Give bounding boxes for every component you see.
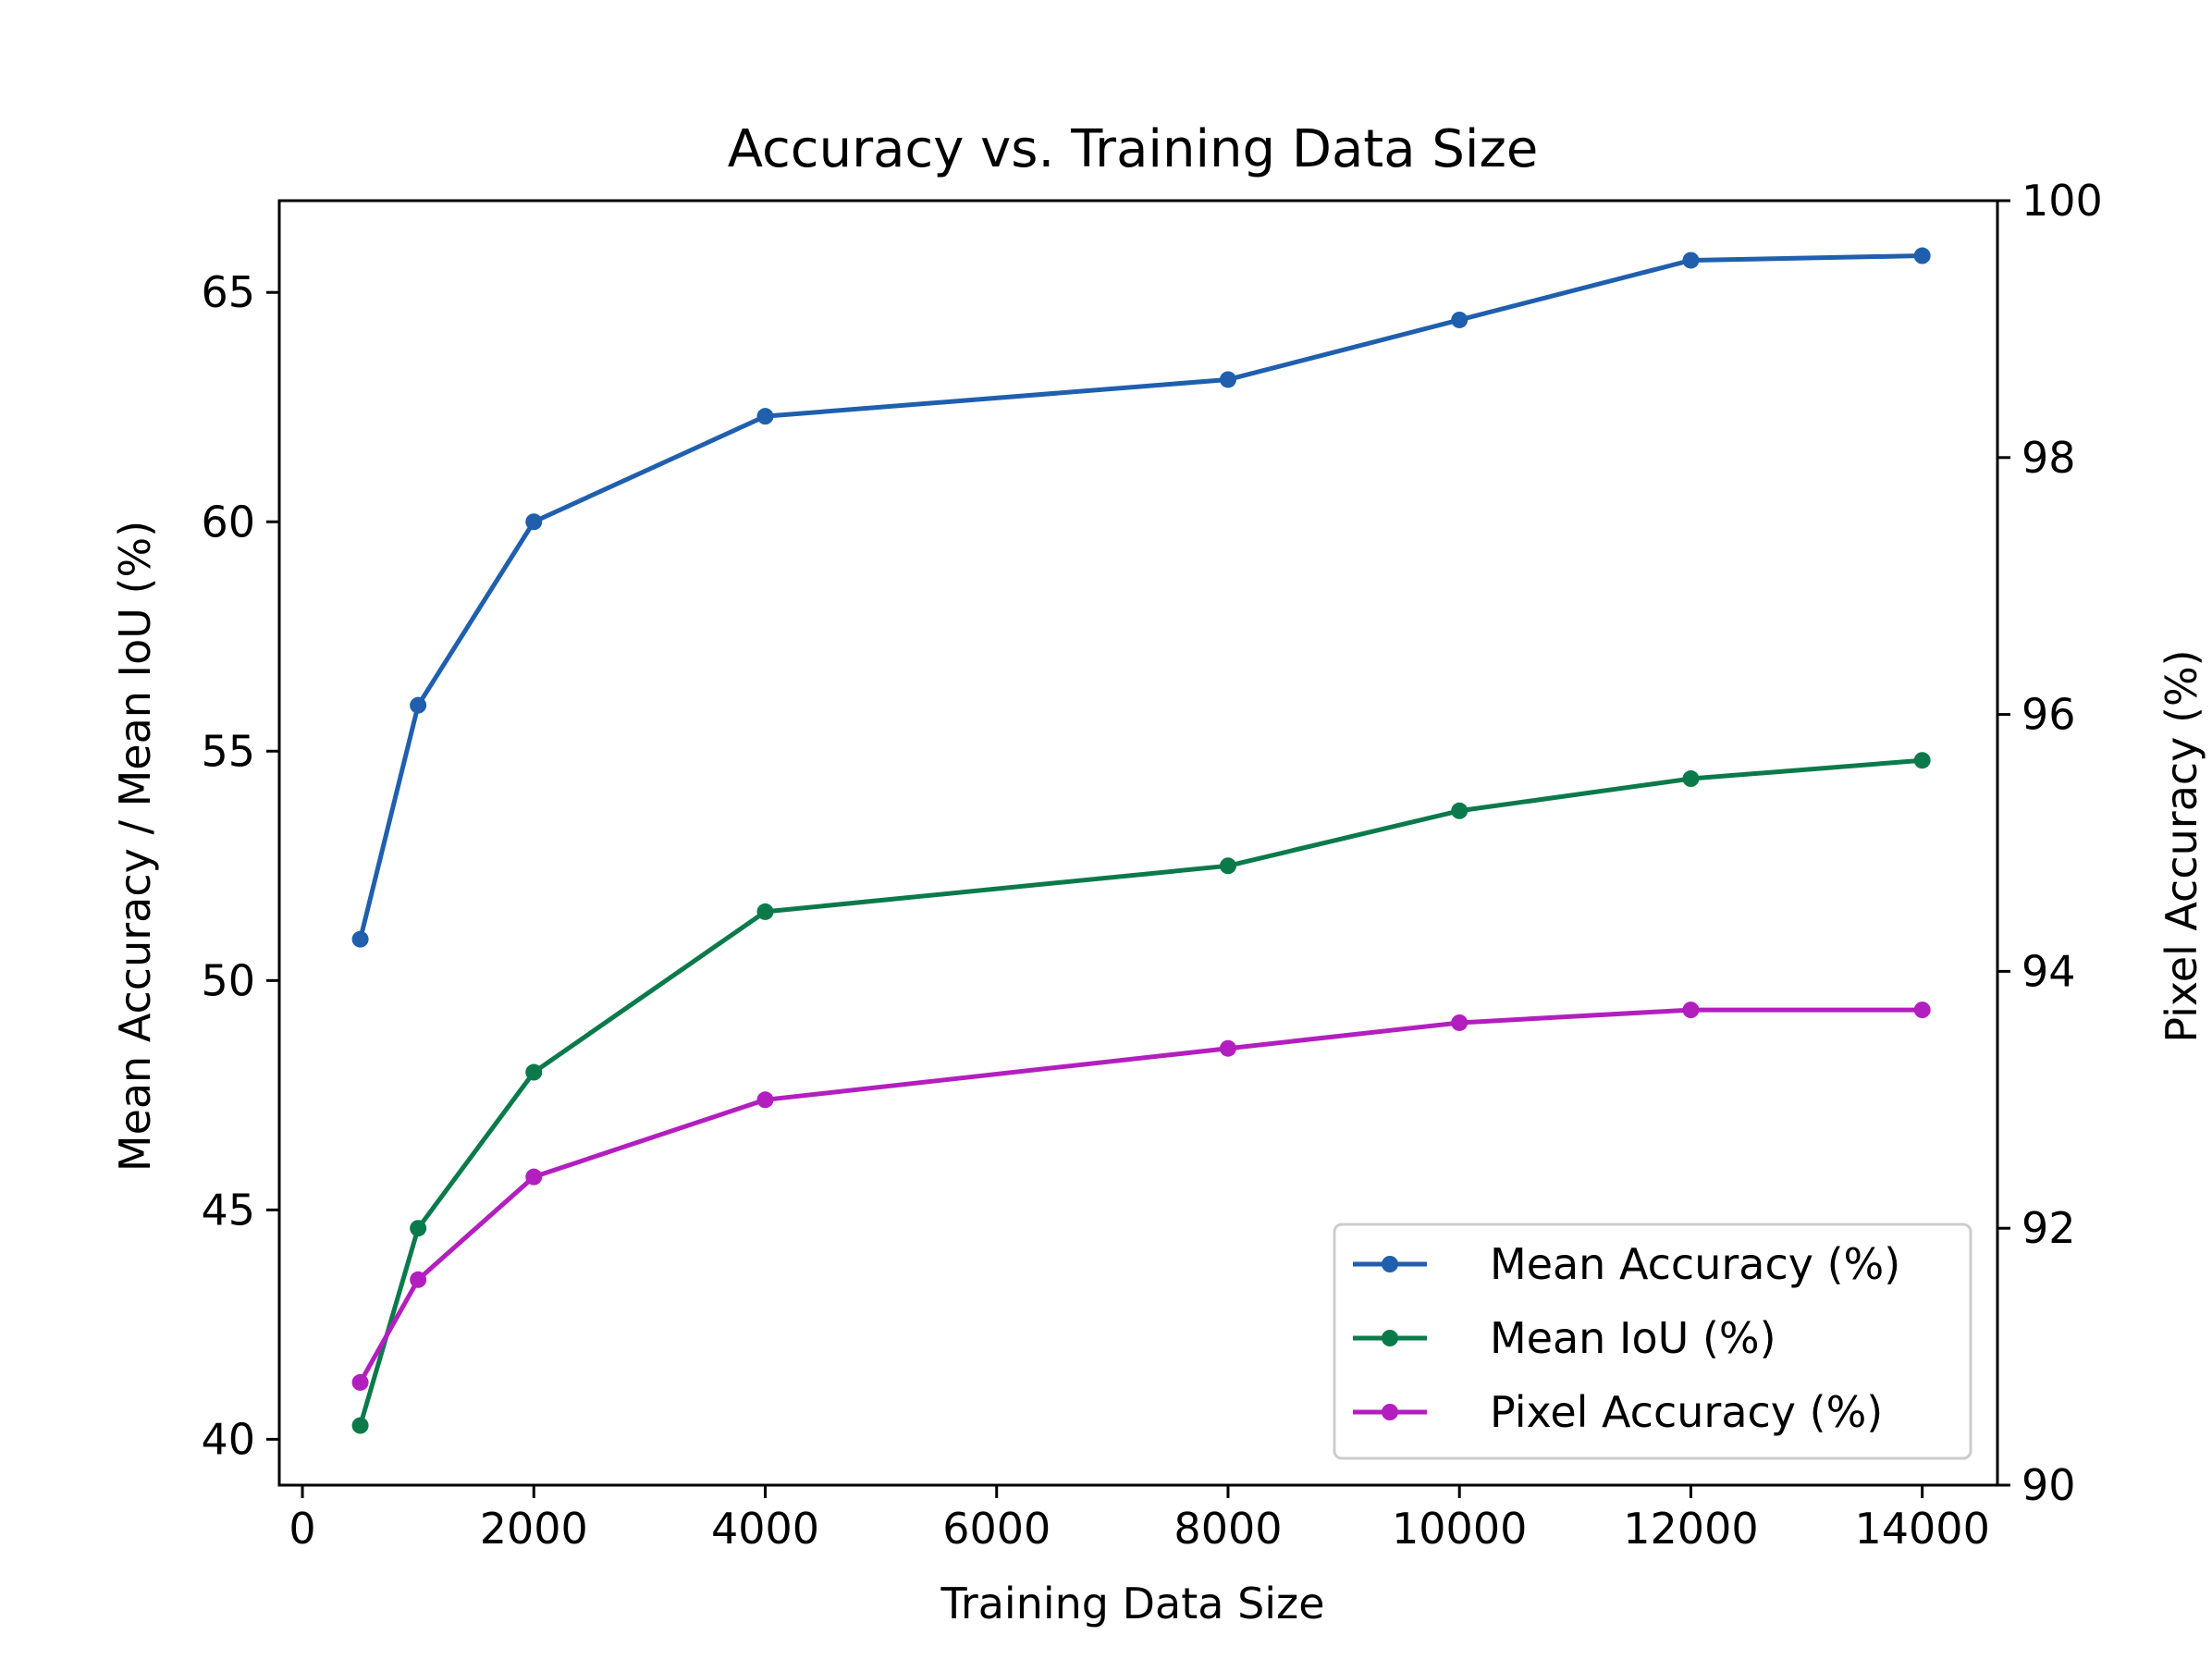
y-tick-label: 45 [201,1185,255,1235]
y2-tick-label: 98 [2022,433,2076,483]
data-point-mean-iou [1219,857,1236,875]
data-point-mean-iou [1913,752,1931,769]
legend: Mean Accuracy (%) Mean IoU (%) Pixel Accur… [1333,1223,1972,1460]
series-line-mean-accuracy [358,253,1925,942]
data-point-mean-accuracy [1219,371,1236,388]
legend-swatch-marker [1382,1256,1398,1272]
data-point-mean-iou [351,1417,369,1434]
data-point-mean-accuracy [1913,247,1931,264]
x-axis-ticks: 0 2000 4000 6000 8000 10000 12000 14000 [289,1485,1990,1554]
data-point-pixel-accuracy [410,1271,427,1288]
x-tick-label: 2000 [480,1504,588,1554]
legend-label: Pixel Accuracy (%) [1490,1387,1883,1437]
series-layer [351,247,1931,1434]
x-tick-label: 10000 [1392,1504,1527,1554]
data-point-mean-iou [525,1063,543,1081]
x-tick-label: 6000 [942,1504,1051,1554]
y-axis-right-ticks: 90 92 94 96 98 100 [1997,176,2103,1510]
data-point-mean-accuracy [410,696,427,714]
y-tick-label: 40 [201,1414,255,1464]
x-tick-label: 4000 [711,1504,819,1554]
y-axis-left-ticks: 40 45 50 55 60 65 [201,267,279,1464]
data-point-pixel-accuracy [1913,1002,1931,1019]
x-tick-label: 14000 [1855,1504,1990,1554]
y-axis-right-label: Pixel Accuracy (%) [2157,649,2206,1042]
series-line-pixel-accuracy [358,1007,1925,1385]
legend-swatch-marker [1382,1404,1398,1420]
data-point-mean-iou [756,903,774,920]
y-tick-label: 50 [201,955,255,1005]
y2-tick-label: 100 [2022,176,2103,226]
data-point-mean-accuracy [756,408,774,425]
chart-title: Accuracy vs. Training Data Size [728,119,1539,179]
data-point-mean-iou [1682,770,1700,788]
data-point-pixel-accuracy [351,1373,369,1391]
y-axis-left-label: Mean Accuracy / Mean IoU (%) [110,521,160,1172]
y2-tick-label: 96 [2022,690,2076,740]
y-tick-label: 55 [201,726,255,776]
x-tick-label: 8000 [1174,1504,1282,1554]
series-line-mean-iou [358,757,1925,1429]
plot-frame [277,199,1999,1487]
legend-box [1333,1223,1972,1460]
legend-label: Mean Accuracy (%) [1490,1239,1900,1289]
data-point-mean-accuracy [1682,252,1700,269]
plot-border [277,199,1999,1487]
y2-tick-label: 90 [2022,1460,2076,1510]
data-point-mean-accuracy [525,513,543,531]
data-point-mean-iou [410,1220,427,1237]
legend-label: Mean IoU (%) [1490,1313,1776,1363]
data-point-pixel-accuracy [756,1091,774,1109]
x-tick-label: 12000 [1623,1504,1758,1554]
data-point-mean-iou [1451,802,1469,819]
x-tick-label: 0 [289,1504,315,1554]
data-point-mean-accuracy [351,930,369,948]
y-tick-label: 60 [201,497,255,547]
y2-tick-label: 92 [2022,1203,2076,1253]
legend-swatch-marker [1382,1330,1398,1346]
x-axis-label: Training Data Size [940,1579,1324,1628]
data-point-pixel-accuracy [1682,1002,1700,1019]
data-point-pixel-accuracy [1219,1039,1236,1057]
y-tick-label: 65 [201,267,255,317]
data-point-pixel-accuracy [525,1168,543,1186]
data-point-mean-accuracy [1451,311,1469,328]
y2-tick-label: 94 [2022,946,2076,996]
data-point-pixel-accuracy [1451,1014,1469,1031]
